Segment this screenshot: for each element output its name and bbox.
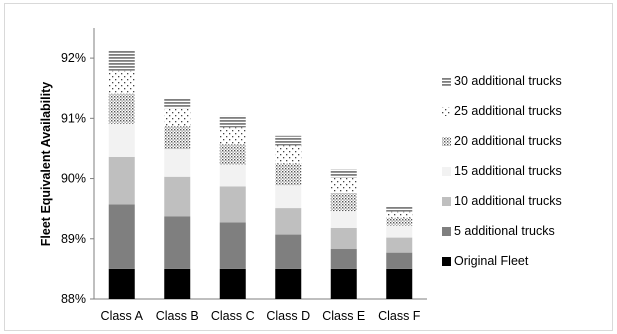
bar-segment [275,145,302,164]
bar-segment [164,176,191,217]
y-tick-label: 92% [61,51,86,65]
legend-swatch [442,77,451,86]
y-tick-label: 89% [61,232,86,246]
bar-segment [386,217,413,226]
legend-swatch [442,167,451,176]
legend-label: 5 additional trucks [454,224,555,238]
bar-segment [330,169,357,178]
bar-segment [275,135,302,146]
x-tick-label: Class C [211,309,255,323]
bar-segment [164,216,191,269]
bar-segment [219,186,246,223]
bar-segment [219,127,246,145]
bar-segment [330,268,357,299]
bar-segment [108,204,135,269]
bar-segment [219,115,246,128]
x-tick-label: Class E [322,309,365,323]
bar-segment [275,185,302,209]
x-tick-label: Class B [156,309,199,323]
bar-segment [108,50,135,71]
bar-segment [164,108,191,127]
bar-segment [386,237,413,253]
legend-swatch [442,107,451,116]
bar-segment [108,123,135,157]
bar-segment [275,234,302,269]
bar-segment [219,268,246,299]
y-tick-label: 88% [61,292,86,306]
legend-swatch [442,197,451,206]
legend-label: 10 additional trucks [454,194,562,208]
legend-label: Original Fleet [454,254,529,268]
bar-segment [386,206,413,212]
y-tick-label: 90% [61,172,86,186]
y-tick-label: 91% [61,111,86,125]
bar-segment [330,211,357,228]
bar-segment [164,268,191,299]
legend-swatch [442,137,451,146]
bar-segment [164,126,191,150]
bar-segment [219,144,246,165]
bar-segment [108,156,135,205]
y-axis-title: Fleet Equivalent Availability [39,82,53,246]
bar-segment [164,149,191,177]
x-tick-label: Class F [378,309,421,323]
x-tick-label: Class A [101,309,144,323]
bar-segment [386,211,413,218]
bar-segment [386,225,413,238]
bar-segment [330,249,357,269]
bar-segment [330,227,357,250]
bar-segment [219,164,246,187]
legend-label: 30 additional trucks [454,74,562,88]
legend-swatch [442,257,451,266]
bar-segment [330,177,357,194]
bar-segment [275,208,302,235]
bar-segment [164,98,191,109]
legend-label: 15 additional trucks [454,164,562,178]
bar-segment [108,268,135,299]
legend-swatch [442,227,451,236]
bar-segment [108,93,135,124]
bar-segment [330,193,357,212]
x-tick-label: Class D [266,309,310,323]
bar-segment [386,268,413,299]
bar-segment [275,268,302,299]
chart-frame [4,3,613,331]
legend-label: 20 additional trucks [454,134,562,148]
bar-segment [219,222,246,269]
legend-label: 25 additional trucks [454,104,562,118]
bar-segment [386,252,413,269]
bar-segment [275,163,302,186]
bar-segment [108,70,135,94]
